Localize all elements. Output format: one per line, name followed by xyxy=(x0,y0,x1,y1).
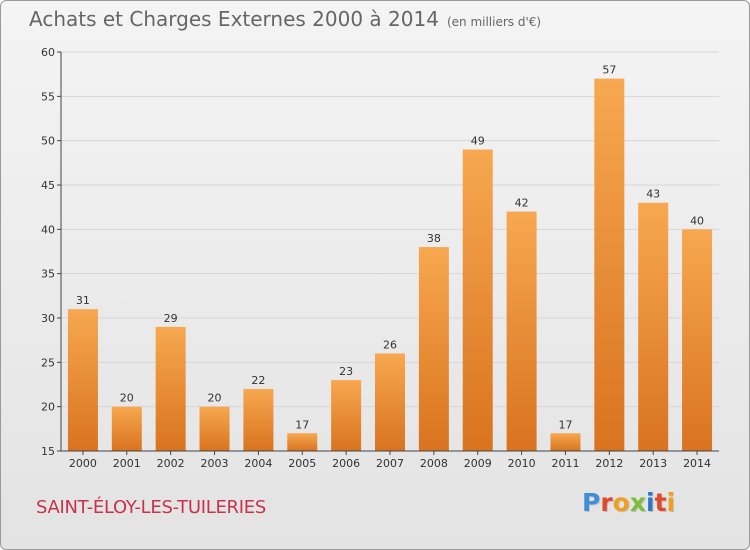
y-tick-label: 25 xyxy=(41,356,55,369)
chart-title: Achats et Charges Externes 2000 à 2014 (e… xyxy=(29,7,541,31)
x-tick-label: 2005 xyxy=(288,457,316,470)
bar xyxy=(199,406,230,451)
y-tick-label: 35 xyxy=(41,268,55,281)
x-tick-label: 2002 xyxy=(157,457,185,470)
x-tick-label: 2007 xyxy=(376,457,404,470)
x-tick-label: 2010 xyxy=(508,457,536,470)
bar xyxy=(155,326,186,451)
bar-value-label: 29 xyxy=(164,312,178,325)
bar-value-label: 20 xyxy=(120,392,134,405)
logo-letter: o xyxy=(612,488,630,517)
y-tick-label: 40 xyxy=(41,223,55,236)
bar-value-label: 20 xyxy=(208,392,222,405)
x-tick-label: 2004 xyxy=(244,457,272,470)
bar xyxy=(550,433,581,451)
bar-value-label: 49 xyxy=(471,135,485,148)
bar xyxy=(594,78,625,451)
chart-unit: (en milliers d'€) xyxy=(446,15,542,29)
town-name: SAINT-ÉLOY-LES-TUILERIES xyxy=(36,497,266,518)
bar-value-label: 23 xyxy=(339,365,353,378)
x-tick-label: 2006 xyxy=(332,457,360,470)
bar-value-label: 42 xyxy=(515,197,529,210)
bar xyxy=(682,229,713,451)
logo-letter: t xyxy=(654,488,667,517)
y-tick-label: 60 xyxy=(41,46,55,59)
chart-title-text: Achats et Charges Externes 2000 à 2014 xyxy=(29,7,439,31)
bar-value-label: 31 xyxy=(76,294,90,307)
proxiti-logo: Proxiti xyxy=(582,488,675,517)
logo-letter: i xyxy=(646,488,655,517)
y-tick-label: 50 xyxy=(41,135,55,148)
x-tick-label: 2013 xyxy=(639,457,667,470)
y-tick-label: 55 xyxy=(41,90,55,103)
logo-letter: r xyxy=(600,488,613,517)
bar-value-label: 17 xyxy=(558,418,572,431)
y-tick-label: 30 xyxy=(41,312,55,325)
x-tick-label: 2009 xyxy=(464,457,492,470)
bar xyxy=(243,388,274,451)
bar xyxy=(67,309,98,451)
bar xyxy=(111,406,142,451)
bar-value-label: 26 xyxy=(383,338,397,351)
bar xyxy=(287,433,318,451)
logo-letter: P xyxy=(582,488,601,517)
bar-value-label: 40 xyxy=(690,214,704,227)
y-tick-label: 45 xyxy=(41,179,55,192)
logo-letter: i xyxy=(666,488,676,517)
bar-value-label: 22 xyxy=(251,374,265,387)
bar xyxy=(506,211,537,451)
bar-value-label: 38 xyxy=(427,232,441,245)
bar-value-label: 43 xyxy=(646,188,660,201)
x-tick-label: 2003 xyxy=(201,457,229,470)
bar-value-label: 17 xyxy=(295,418,309,431)
x-tick-label: 2001 xyxy=(113,457,141,470)
x-tick-label: 2008 xyxy=(420,457,448,470)
x-tick-label: 2011 xyxy=(551,457,579,470)
bar xyxy=(331,380,362,451)
y-tick-label: 15 xyxy=(41,445,55,458)
y-tick-label: 20 xyxy=(41,401,55,414)
bar-value-label: 57 xyxy=(602,64,616,77)
logo-letter: x xyxy=(629,488,646,517)
x-tick-label: 2000 xyxy=(69,457,97,470)
bar xyxy=(375,353,405,451)
bar xyxy=(638,202,669,451)
x-tick-label: 2014 xyxy=(683,457,711,470)
bar xyxy=(418,247,449,451)
bar xyxy=(462,149,493,452)
x-tick-label: 2012 xyxy=(595,457,623,470)
